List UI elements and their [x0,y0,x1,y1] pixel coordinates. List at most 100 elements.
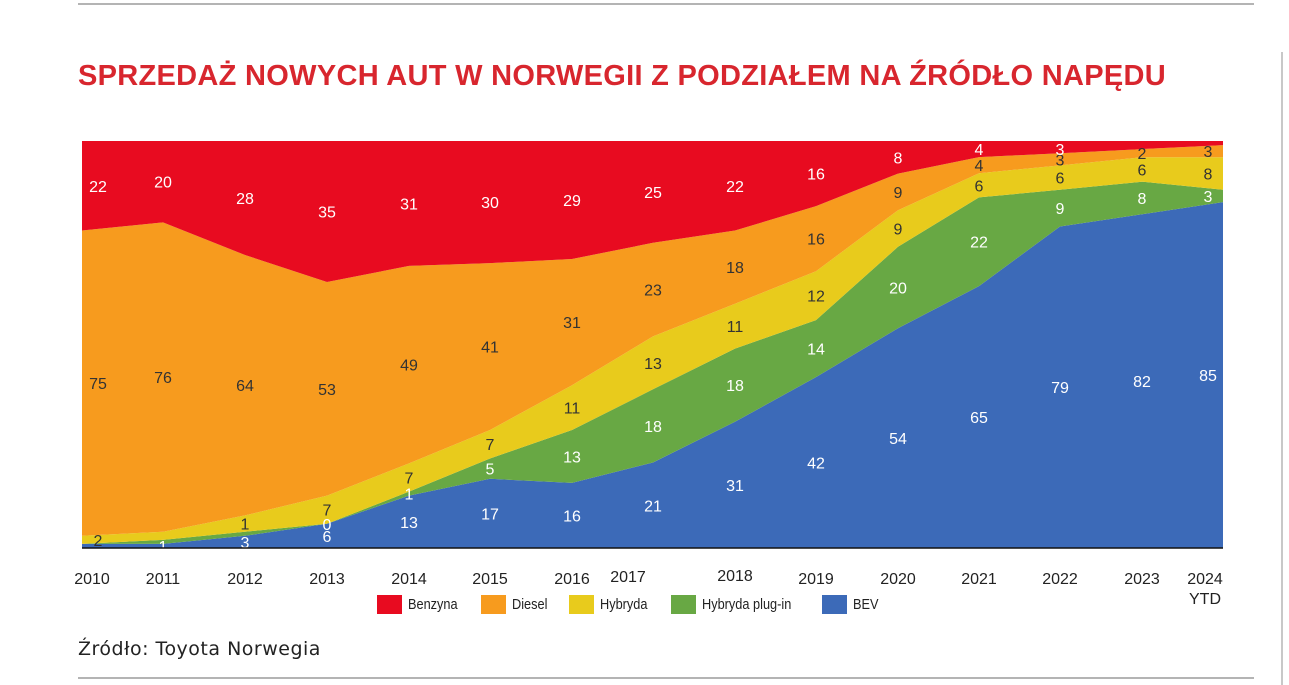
data-label-benzyna: 28 [236,191,254,208]
legend-label: Hybryda [600,595,648,613]
data-label-hybryda: 12 [807,289,825,306]
x-tick-label: 2024 [1187,571,1223,588]
data-label-hybryda-plug-in: 8 [1138,191,1147,208]
x-tick-label: 2021 [961,571,997,588]
data-label-diesel: 53 [318,382,336,399]
data-label-bev: 6 [323,529,332,546]
data-label-diesel: 4 [975,158,984,175]
data-label-hybryda-plug-in: 0 [323,517,332,534]
legend-item: Hybryda plug-in [670,594,807,614]
data-label-benzyna: 31 [400,197,418,214]
area-layers [82,141,1223,548]
data-label-hybryda: 7 [405,471,414,488]
data-label-hybryda-plug-in: 1 [405,487,414,504]
x-tick-label: 2010 [74,571,110,588]
data-label-hybryda-plug-in: 18 [644,419,662,436]
data-label-diesel: 23 [644,283,662,300]
x-tick-label: 2012 [227,571,263,588]
data-label-hybryda: 6 [1056,171,1065,188]
data-label-bev: 31 [726,478,744,495]
data-label-hybryda: 1 [241,517,250,534]
legend-item: Benzyna [377,594,466,614]
legend-label: Benzyna [408,595,458,613]
data-label-hybryda: 13 [644,356,662,373]
data-label-hybryda-plug-in: 14 [807,342,825,359]
data-label-benzyna: 22 [726,179,744,196]
x-tick-label: 2016 [554,571,590,588]
data-label-hybryda: 2 [94,533,103,550]
data-label-benzyna: 29 [563,193,581,210]
area-hybryda-plug-in [82,181,1223,544]
x-tick-label: 2015 [472,571,508,588]
data-label-bev: 21 [644,498,662,515]
data-label-bev: 3 [241,535,250,552]
stacked-area-chart: 1361317162131425465798285015131818142022… [74,141,1223,608]
data-label-hybryda-plug-in: 9 [1056,201,1065,218]
legend-label: Hybryda plug-in [701,595,792,613]
data-label-hybryda: 7 [323,503,332,520]
x-tick-label: 2020 [880,571,916,588]
data-label-hybryda-plug-in: 13 [563,449,581,466]
data-labels: 1361317162131425465798285015131818142022… [89,142,1217,556]
data-label-hybryda-plug-in: 22 [970,235,988,252]
legend-swatch [377,594,402,614]
legend-swatch [569,594,595,614]
right-rule [1281,52,1283,685]
data-label-hybryda: 6 [1138,163,1147,180]
data-label-benzyna: 20 [154,175,172,192]
data-label-benzyna: 22 [89,179,107,196]
data-label-bev: 16 [563,508,581,525]
data-label-diesel: 41 [481,340,499,357]
legend-swatch [821,594,847,614]
data-label-bev: 85 [1199,368,1217,385]
x-tick-label: 2013 [309,571,345,588]
area-benzyna [82,141,1223,282]
x-tick-label: 2022 [1042,571,1078,588]
x-tick-label: 2014 [391,571,427,588]
data-label-hybryda-plug-in: 3 [1204,189,1213,206]
data-label-diesel: 18 [726,260,744,277]
data-label-hybryda: 8 [1204,167,1213,184]
data-label-bev: 65 [970,410,988,427]
data-label-benzyna: 35 [318,205,336,222]
legend-label: BEV [852,595,879,613]
x-axis-tick-labels: 2010 2011 2012 2013 2014 2015 2016 2017 2018 2019… [74,568,1223,608]
data-label-benzyna: 30 [481,195,499,212]
area-diesel [82,145,1223,536]
data-label-hybryda-plug-in: 20 [889,281,907,298]
data-label-bev: 54 [889,431,907,448]
data-label-diesel: 3 [1204,144,1213,161]
data-label-hybryda-plug-in: 18 [726,378,744,395]
data-label-diesel: 3 [1056,152,1065,169]
x-tick-label: 2017 [610,569,646,586]
data-label-benzyna: 8 [894,150,903,167]
x-tick-label: 2018 [717,568,753,585]
data-label-bev: 82 [1133,374,1151,391]
data-label-diesel: 9 [894,185,903,202]
data-label-diesel: 31 [563,315,581,332]
data-label-diesel: 76 [154,370,172,387]
data-label-hybryda: 6 [975,178,984,195]
data-label-diesel: 16 [807,232,825,249]
data-label-bev: 42 [807,456,825,473]
x-tick-sublabel: YTD [1189,591,1221,608]
data-label-benzyna: 4 [975,142,984,159]
data-label-hybryda: 11 [727,319,744,336]
legend: Benzyna Diesel Hybryda Hybryda plug-in BEV [377,594,898,614]
top-rule [78,3,1254,5]
area-hybryda [82,157,1223,544]
legend-item: BEV [821,594,883,614]
x-tick-label: 2023 [1124,571,1160,588]
data-label-diesel: 75 [89,376,107,393]
data-label-bev: 79 [1051,380,1069,397]
data-label-hybryda: 11 [564,401,581,418]
source-note: Źródło: Toyota Norwegia [78,638,321,660]
data-label-hybryda: 9 [894,222,903,239]
x-tick-label: 2011 [146,571,181,588]
data-label-diesel: 64 [236,378,254,395]
chart-title: SPRZEDAŻ NOWYCH AUT W NORWEGII Z PODZIAŁ… [78,60,1166,92]
legend-swatch [481,594,507,614]
data-label-bev: 13 [400,515,418,532]
data-label-diesel: 2 [1138,146,1147,163]
legend-swatch [670,594,696,614]
